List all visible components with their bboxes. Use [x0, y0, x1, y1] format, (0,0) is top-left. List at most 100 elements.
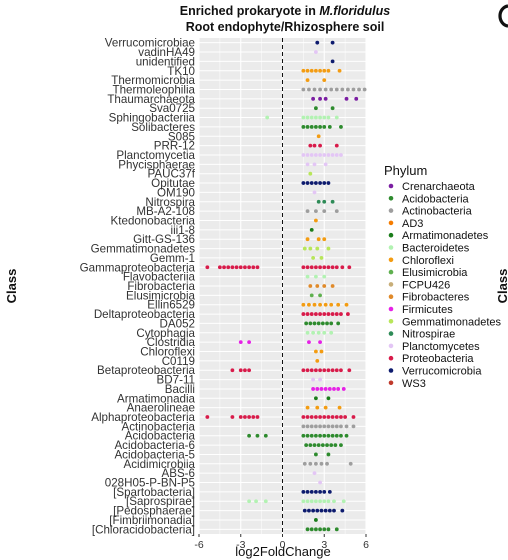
data-point: [332, 387, 336, 391]
data-point: [263, 433, 268, 438]
data-point: [322, 368, 327, 373]
y-tick-label: PAUC37f: [148, 168, 196, 181]
data-point: [302, 246, 307, 251]
data-point: [309, 499, 314, 504]
data-point: [330, 40, 335, 45]
data-point: [344, 424, 349, 429]
data-point: [322, 330, 327, 335]
data-point: [318, 480, 322, 485]
data-point: [318, 293, 322, 298]
y-tick-label: Gemmatimonadetes: [91, 243, 196, 256]
data-point: [329, 302, 334, 307]
data-point: [318, 489, 322, 494]
data-point: [325, 321, 329, 326]
data-point: [238, 340, 243, 345]
data-point: [311, 387, 316, 391]
data-point: [330, 284, 335, 288]
data-point: [330, 415, 335, 419]
y-tick-labels: VerrucomicrobiaevadinHA49unidentifiedTK1…: [80, 37, 196, 537]
data-point: [247, 265, 252, 270]
data-point: [316, 134, 321, 139]
data-point: [322, 284, 327, 288]
data-point: [301, 433, 306, 438]
data-point: [301, 415, 306, 419]
data-point: [334, 433, 339, 438]
data-point: [339, 125, 343, 129]
legend-swatch: [388, 343, 394, 349]
data-point: [311, 377, 316, 382]
data-point: [301, 368, 306, 373]
data-point: [351, 415, 356, 419]
data-point: [318, 424, 322, 429]
data-point: [326, 527, 331, 532]
data-point: [316, 199, 321, 204]
y-tick-label: Sva0725: [149, 102, 195, 115]
data-point: [301, 499, 306, 504]
data-point: [217, 265, 222, 270]
data-point: [351, 87, 356, 92]
data-point: [340, 87, 345, 92]
legend-swatch: [388, 368, 394, 373]
x-tick-label: -6: [194, 539, 203, 551]
y-tick-label: MB-A2-108: [136, 205, 195, 218]
data-point: [307, 87, 311, 92]
data-point: [318, 368, 322, 373]
data-point: [326, 153, 331, 157]
data-point: [305, 527, 310, 532]
data-point: [322, 125, 327, 129]
data-point: [311, 330, 316, 335]
data-point: [322, 433, 327, 438]
data-point: [322, 265, 327, 270]
data-point: [322, 415, 327, 419]
data-point: [314, 115, 318, 120]
data-point: [339, 415, 343, 419]
data-point: [308, 246, 313, 251]
data-point: [336, 302, 341, 307]
data-point: [301, 302, 306, 307]
data-point: [309, 368, 314, 373]
y-tick-label: BD7-11: [157, 374, 195, 387]
y-tick-label: S085: [168, 130, 195, 143]
data-point: [322, 499, 327, 504]
legend-swatch: [388, 269, 394, 275]
data-point: [330, 106, 335, 111]
data-point: [305, 405, 310, 410]
data-point: [347, 265, 352, 270]
data-point: [314, 424, 318, 429]
data-points: [205, 40, 367, 532]
y-tick-label: Bacilli: [165, 383, 195, 396]
data-point: [339, 443, 343, 447]
data-point: [318, 312, 322, 316]
data-point: [334, 87, 339, 92]
data-point: [314, 489, 318, 494]
data-point: [329, 443, 334, 447]
data-point: [255, 265, 260, 270]
data-point: [309, 265, 314, 270]
legend-item: AD3: [402, 218, 423, 230]
y-tick-label: Thermoleophilia: [113, 83, 196, 96]
data-point: [263, 499, 268, 504]
y-tick-label: Armatimonadia: [117, 392, 196, 405]
data-point: [319, 461, 324, 466]
data-point: [305, 312, 310, 316]
legend-swatch: [388, 183, 394, 189]
data-point: [312, 321, 317, 326]
data-point: [323, 302, 328, 307]
data-point: [305, 265, 310, 270]
data-point: [305, 115, 310, 120]
y-tick-label: Acidobacteria: [125, 430, 196, 443]
data-point: [319, 508, 324, 513]
data-point: [309, 153, 314, 157]
legend-swatch: [388, 245, 394, 250]
data-point: [323, 387, 328, 391]
y-tick-label: Ellin6529: [147, 299, 195, 312]
legend-swatch: [388, 208, 394, 213]
data-point: [309, 125, 314, 129]
data-point: [308, 171, 313, 176]
y-tick-label: Thaumarchaeota: [107, 93, 195, 106]
data-point: [336, 321, 341, 326]
data-point: [312, 143, 317, 148]
y-tick-label: iii1-8: [171, 224, 195, 237]
data-point: [312, 302, 317, 307]
data-point: [322, 489, 327, 494]
